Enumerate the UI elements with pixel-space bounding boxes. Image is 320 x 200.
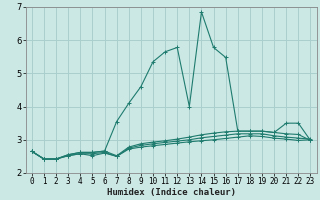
X-axis label: Humidex (Indice chaleur): Humidex (Indice chaleur) <box>107 188 236 197</box>
